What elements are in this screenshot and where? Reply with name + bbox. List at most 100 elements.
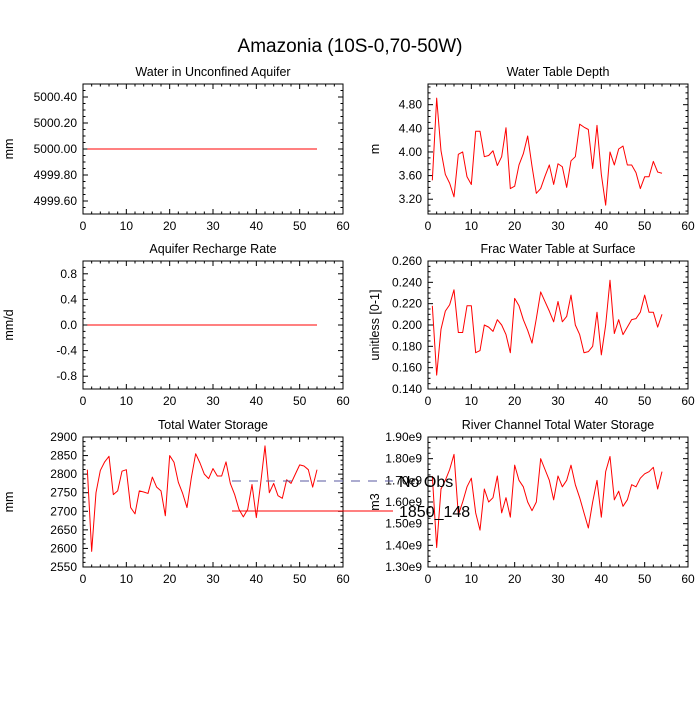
chart-title: River Channel Total Water Storage [462, 418, 655, 432]
x-tick-label: 40 [250, 572, 264, 586]
panels: 0 10 20 30 40 50 604999.604999.805000.005000.2… [2, 65, 695, 586]
x-tick-label: 20 [508, 394, 522, 408]
plot-frame [82, 436, 344, 568]
y-tick-label: 4999.80 [34, 168, 78, 182]
series-line-1850-148 [431, 453, 663, 548]
series-line-1850-148 [86, 445, 318, 552]
figure-title: Amazonia (10S-0,70-50W) [238, 36, 463, 57]
x-tick-label: 60 [336, 219, 350, 233]
chart-panel-middle-right: 0 10 20 30 40 50 60 0.140 0.160 0.180 0.200 0.220 0.… [368, 242, 695, 408]
y-tick-label: 2850 [50, 449, 77, 463]
x-tick-label: 40 [595, 394, 609, 408]
legend-item: No Obs [232, 474, 453, 491]
x-tick-label: 30 [551, 219, 565, 233]
y-tick-label: 1.50e9 [385, 517, 422, 531]
plot-frame [427, 436, 689, 568]
y-tick-label: 0.200 [392, 318, 422, 332]
y-tick-label: 0.220 [392, 297, 422, 311]
chart-panel-bottom-right: 0 10 20 30 40 50 60 1.30e9 1.40e9 1.50e9 1.60e9 1.7… [368, 418, 695, 586]
y-tick-label: 2700 [50, 504, 77, 518]
x-tick-label: 20 [508, 219, 522, 233]
x-tick-label: 50 [293, 572, 307, 586]
series-line-1850-148 [431, 97, 663, 206]
y-tick-label: 5000.40 [34, 90, 78, 104]
chart-title: Water Table Depth [507, 65, 610, 79]
x-tick-label: 60 [336, 572, 350, 586]
x-tick-label: 20 [163, 219, 177, 233]
y-axis-label: unitless [0-1] [368, 290, 382, 361]
y-tick-label: 5000.20 [34, 116, 78, 130]
y-tick-label: 4.40 [399, 121, 423, 135]
x-tick-label: 10 [120, 394, 134, 408]
y-tick-label: 0.0 [60, 318, 77, 332]
x-tick-label: 40 [250, 394, 264, 408]
y-tick-label: 2600 [50, 541, 77, 555]
legend: No Obs 1850_148 [232, 474, 470, 521]
x-tick-label: 30 [206, 219, 220, 233]
x-tick-label: 20 [508, 572, 522, 586]
y-tick-label: 0.140 [392, 382, 422, 396]
x-tick-label: 30 [551, 572, 565, 586]
x-tick-label: 0 [425, 219, 432, 233]
y-tick-label: 2650 [50, 523, 77, 537]
x-tick-label: 10 [465, 219, 479, 233]
plot-frame [427, 260, 689, 390]
x-tick-label: 0 [80, 572, 87, 586]
x-tick-label: 20 [163, 572, 177, 586]
x-tick-label: 40 [250, 219, 264, 233]
x-tick-label: 10 [120, 572, 134, 586]
y-tick-label: 3.20 [399, 192, 423, 206]
y-tick-label: 0.4 [60, 292, 77, 306]
x-tick-label: 60 [681, 219, 695, 233]
chart-panel-top-left: 0 10 20 30 40 50 60 4999.60 4999.80 5000.00 5000.2… [2, 65, 350, 233]
y-tick-label: -0.4 [56, 344, 77, 358]
x-tick-label: 60 [681, 394, 695, 408]
x-tick-label: 40 [595, 572, 609, 586]
y-tick-label: 0.180 [392, 339, 422, 353]
y-tick-label: 2550 [50, 560, 77, 574]
x-tick-label: 50 [293, 394, 307, 408]
y-tick-label: 2750 [50, 486, 77, 500]
y-tick-label: 0.8 [60, 267, 77, 281]
y-tick-label: 1.70e9 [385, 473, 422, 487]
y-axis-label: mm [2, 492, 16, 513]
x-tick-label: 30 [206, 572, 220, 586]
y-tick-label: 0.260 [392, 254, 422, 268]
x-tick-label: 60 [336, 394, 350, 408]
y-tick-label: -0.8 [56, 369, 77, 383]
x-tick-label: 30 [551, 394, 565, 408]
x-tick-label: 60 [681, 572, 695, 586]
y-axis-label: m [368, 144, 382, 154]
x-tick-label: 10 [120, 219, 134, 233]
chart-title: Frac Water Table at Surface [481, 242, 636, 256]
x-tick-label: 20 [163, 394, 177, 408]
chart-panel-middle-left: 0 10 20 30 40 50 60 -0.8 -0.4 0.0 0.4 0.8 Aquifer Re… [2, 242, 350, 408]
chart-panel-bottom-left: 0 10 20 30 40 50 60 2550 2600 2650 2700 2750 2800 285… [2, 418, 350, 586]
chart-title: Aquifer Recharge Rate [149, 242, 276, 256]
chart-panel-top-right: 0 10 20 30 40 50 60 3.20 3.60 4.00 4.40 4.80 Water T… [368, 65, 695, 233]
y-tick-label: 3.60 [399, 169, 423, 183]
x-tick-label: 0 [425, 394, 432, 408]
x-tick-label: 40 [595, 219, 609, 233]
y-axis-label: m3 [368, 493, 382, 510]
series-line-1850-148 [431, 279, 663, 376]
y-tick-label: 2800 [50, 467, 77, 481]
y-tick-label: 5000.00 [34, 142, 78, 156]
x-tick-label: 50 [638, 394, 652, 408]
y-tick-label: 2900 [50, 430, 77, 444]
x-tick-label: 50 [638, 572, 652, 586]
y-tick-label: 1.30e9 [385, 560, 422, 574]
legend-label: 1850_148 [399, 504, 470, 521]
y-tick-label: 1.90e9 [385, 430, 422, 444]
plot-frame [427, 83, 689, 215]
y-tick-label: 1.60e9 [385, 495, 422, 509]
y-tick-label: 1.80e9 [385, 452, 422, 466]
legend-item: 1850_148 [232, 504, 470, 521]
y-tick-label: 0.240 [392, 275, 422, 289]
y-tick-label: 4.00 [399, 145, 423, 159]
x-tick-label: 10 [465, 394, 479, 408]
x-tick-label: 0 [80, 219, 87, 233]
x-tick-label: 10 [465, 572, 479, 586]
